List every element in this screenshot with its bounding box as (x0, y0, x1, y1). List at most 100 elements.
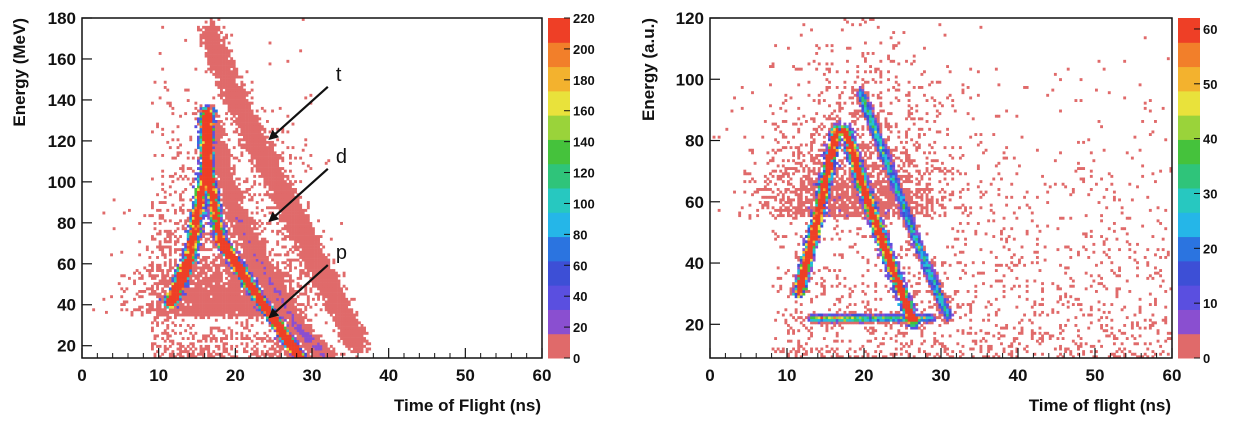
heatmap-cell (212, 253, 216, 257)
heatmap-cell (217, 253, 221, 257)
heatmap-cell (151, 305, 154, 309)
heatmap-cell (237, 235, 241, 238)
heatmap-cell (291, 229, 295, 233)
heatmap-cell (225, 52, 228, 55)
heatmap-cell (276, 300, 280, 304)
heatmap-cell (342, 352, 346, 356)
heatmap-cell (268, 250, 272, 254)
heatmap-cell (281, 219, 285, 223)
colorbar-swatch (548, 163, 570, 189)
heatmap-cell (214, 59, 218, 63)
heatmap-cell (212, 284, 216, 288)
heatmap-cell (209, 211, 213, 215)
heatmap-cell (212, 112, 216, 116)
heatmap-cell (214, 36, 218, 40)
heatmap-cell (138, 240, 142, 244)
heatmap-cell (263, 130, 267, 134)
heatmap-cell (889, 318, 893, 322)
heatmap-cell (332, 295, 336, 299)
heatmap-cell (306, 214, 310, 218)
heatmap-cell (217, 297, 221, 301)
heatmap-cell (212, 208, 216, 212)
heatmap-cell (222, 201, 226, 204)
heatmap-cell (191, 112, 195, 116)
heatmap-cell (268, 193, 272, 197)
heatmap-cell (204, 290, 208, 293)
heatmap-cell (273, 326, 277, 330)
heatmap-cell (278, 174, 282, 178)
heatmap-cell (237, 308, 241, 312)
heatmap-cell (217, 193, 221, 197)
heatmap-cell (240, 276, 244, 280)
heatmap-cell (342, 326, 346, 330)
heatmap-cell (230, 308, 234, 312)
heatmap-cell (227, 78, 231, 82)
heatmap-cell (248, 282, 251, 286)
heatmap-cell (255, 156, 259, 160)
heatmap-cell (214, 287, 218, 291)
heatmap-cell (350, 326, 354, 330)
heatmap-cell (161, 310, 165, 314)
heatmap-cell (207, 222, 211, 225)
heatmap-cell (194, 125, 198, 129)
heatmap-cell (332, 258, 336, 262)
heatmap-cell (268, 310, 272, 314)
heatmap-cell (232, 185, 236, 189)
heatmap-cell (197, 208, 200, 212)
heatmap-cell (248, 297, 251, 301)
heatmap-cell (199, 214, 203, 218)
heatmap-cell (230, 300, 234, 304)
heatmap-cell (894, 339, 898, 343)
heatmap-cell (207, 266, 211, 270)
heatmap-cell (186, 229, 190, 233)
heatmap-cell (322, 350, 326, 354)
heatmap-cell (186, 295, 190, 299)
heatmap-cell (258, 135, 262, 139)
heatmap-cell (289, 154, 292, 157)
heatmap-cell (291, 190, 295, 194)
heatmap-cell (299, 313, 303, 317)
heatmap-cell (240, 93, 244, 97)
heatmap-cell (281, 279, 285, 283)
heatmap-cell (217, 287, 221, 291)
heatmap-cell (209, 266, 213, 270)
heatmap-cell (245, 256, 249, 259)
heatmap-cell (232, 109, 236, 113)
heatmap-cell (838, 355, 842, 359)
heatmap-cell (214, 65, 218, 68)
heatmap-cell (202, 148, 205, 152)
heatmap-cell (240, 256, 244, 259)
heatmap-cell (207, 114, 211, 118)
heatmap-cell (255, 305, 259, 309)
heatmap-cell (179, 287, 182, 291)
heatmap-cell (253, 284, 257, 288)
heatmap-cell (184, 271, 188, 275)
heatmap-cell (207, 292, 211, 296)
heatmap-cell (179, 151, 182, 155)
heatmap-cell (174, 261, 177, 265)
heatmap-cell (186, 297, 190, 301)
heatmap-cell (294, 242, 297, 246)
heatmap-cell (189, 308, 193, 312)
heatmap-cell (212, 148, 216, 152)
heatmap-cell (235, 279, 239, 283)
heatmap-cell (271, 198, 274, 202)
heatmap-cell (314, 342, 318, 346)
heatmap-cell (220, 169, 223, 173)
heatmap-cell (263, 295, 267, 299)
heatmap-cell (171, 266, 175, 270)
heatmap-cell (237, 282, 241, 286)
heatmap-cell (194, 303, 198, 306)
heatmap-cell (266, 263, 269, 267)
heatmap-cell (186, 313, 190, 317)
heatmap-cell (220, 96, 223, 100)
heatmap-cell (237, 195, 241, 199)
heatmap-cell (220, 339, 223, 343)
heatmap-cell (276, 303, 280, 306)
heatmap-cell (258, 193, 262, 197)
heatmap-cell (263, 245, 267, 249)
heatmap-cell (322, 263, 326, 267)
heatmap-cell (833, 318, 837, 322)
heatmap-cell (245, 101, 249, 105)
heatmap-cell (289, 274, 292, 278)
